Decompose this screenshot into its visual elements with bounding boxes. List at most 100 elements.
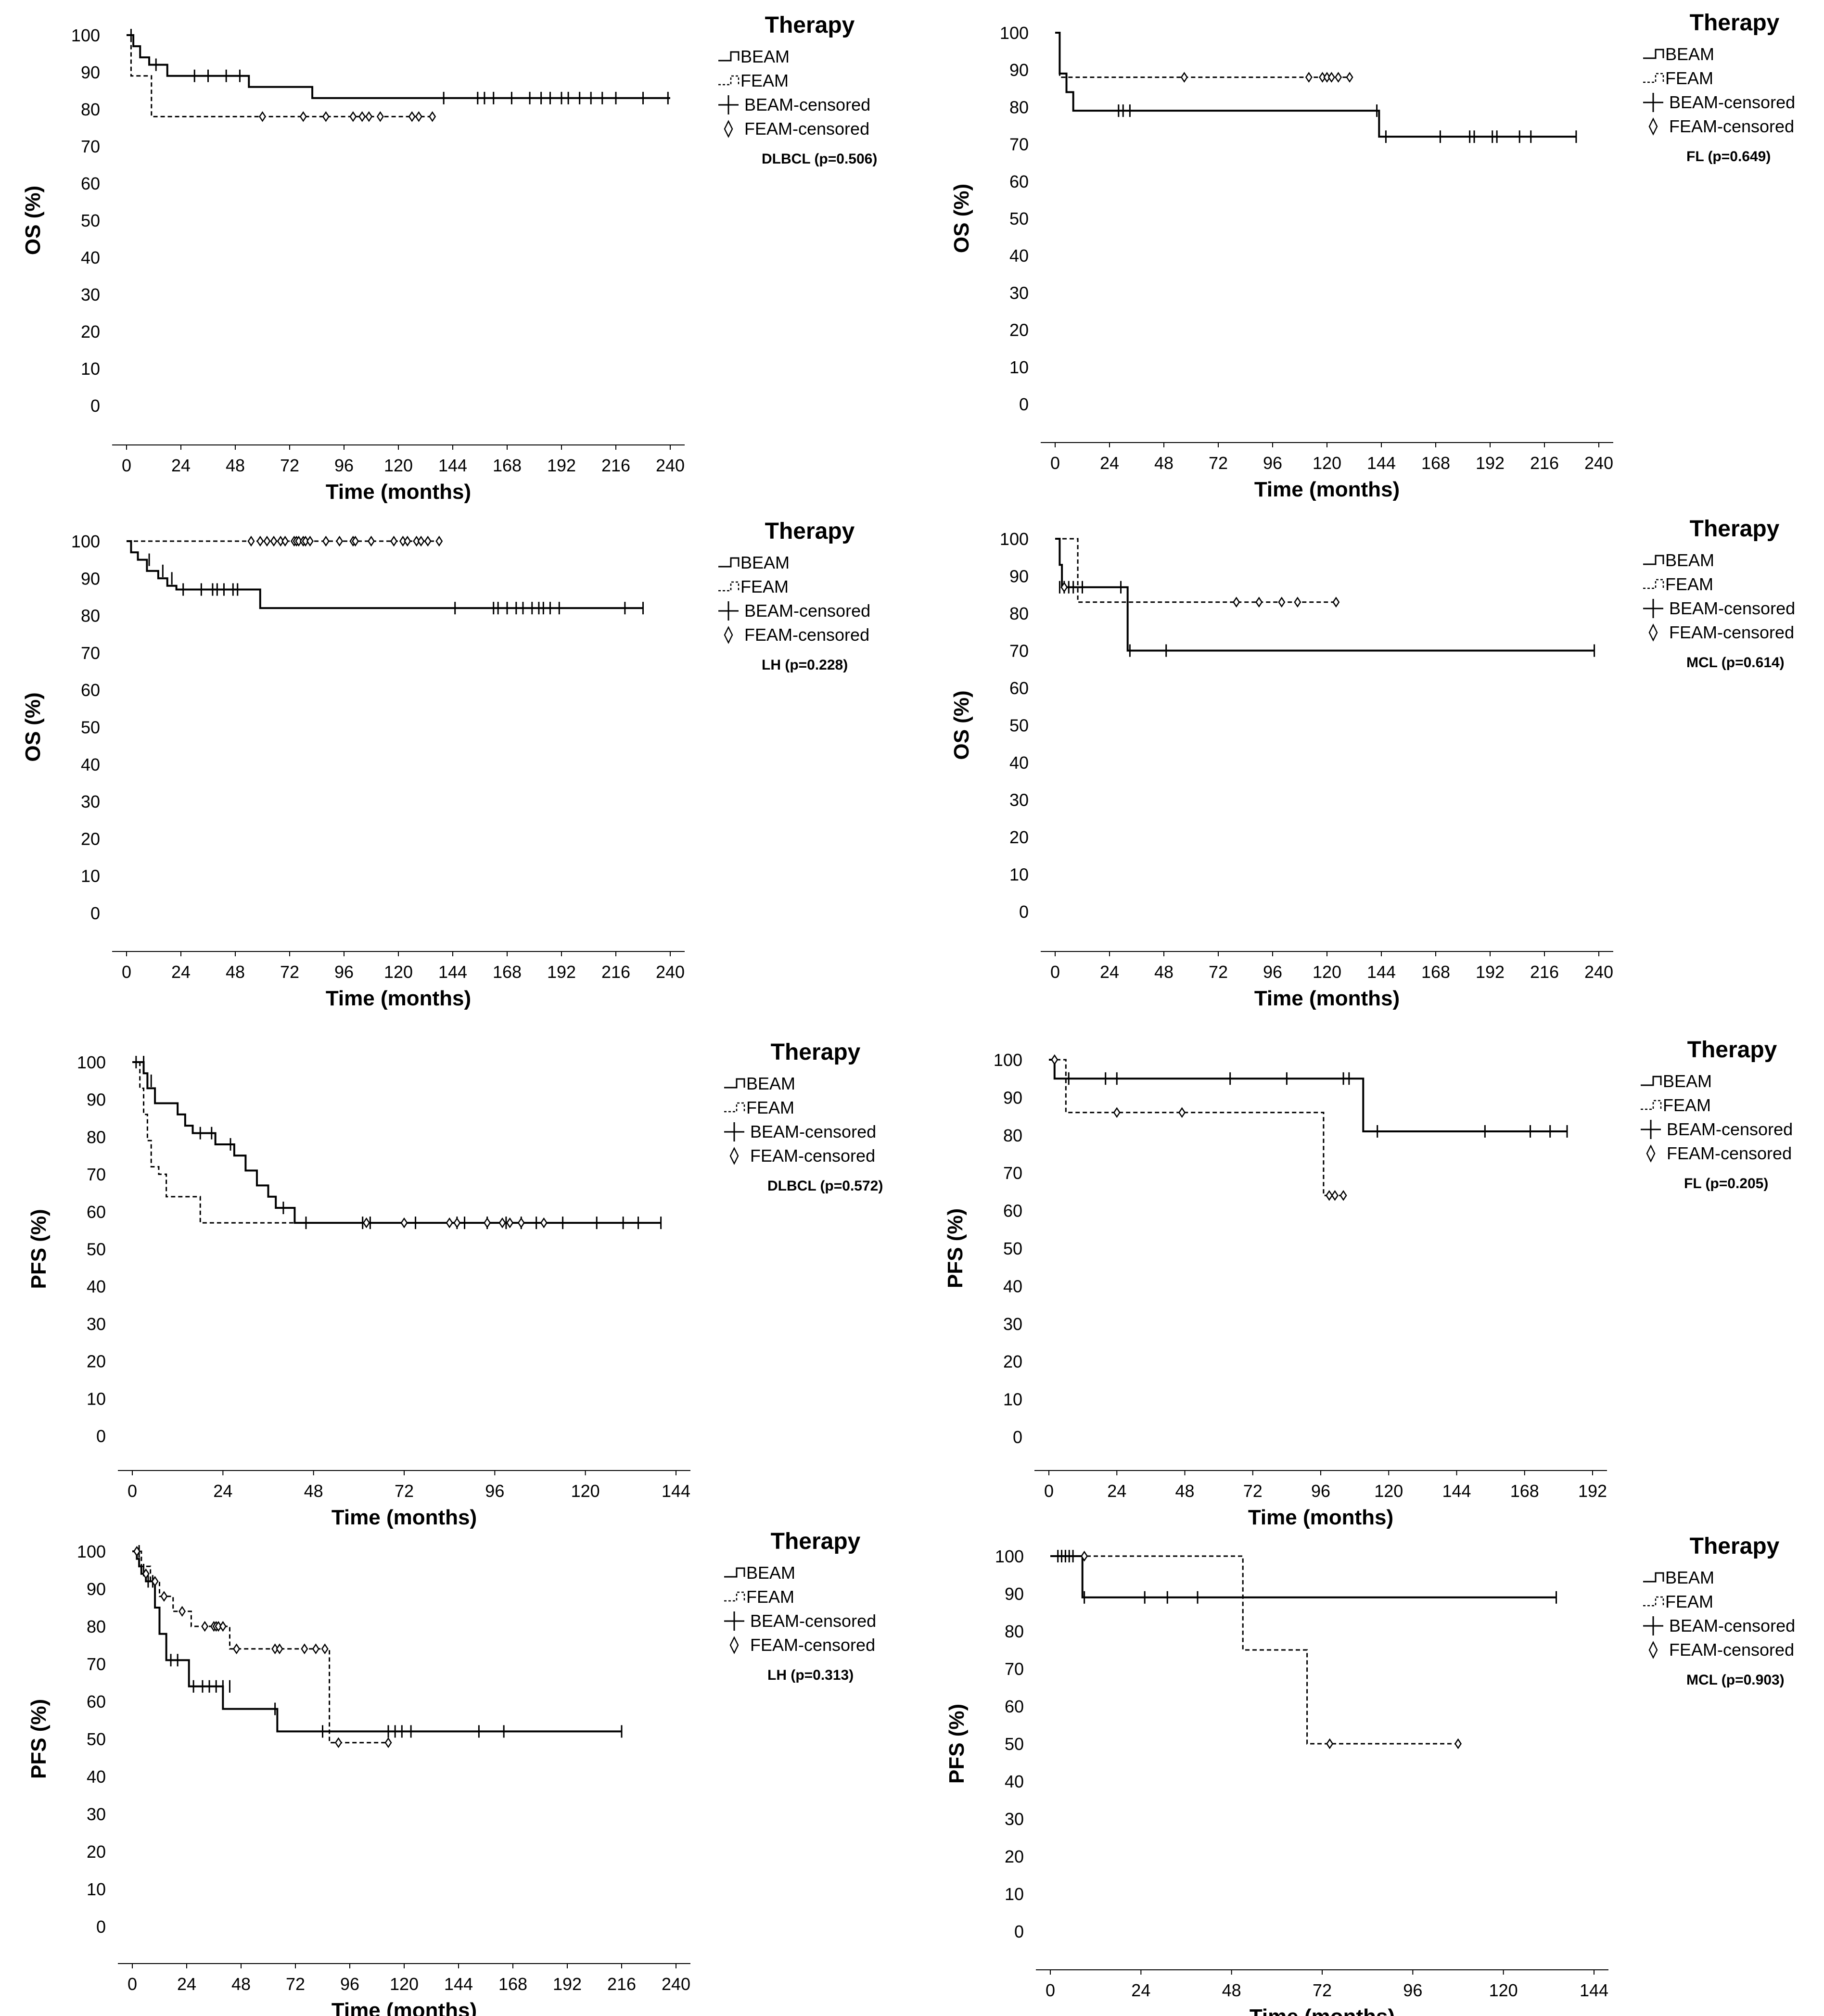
feam-censor-mark (435, 535, 443, 547)
feam-censor-mark (322, 111, 330, 122)
legend-item-label: FEAM (1663, 1095, 1711, 1115)
legend-beam-swatch (1643, 555, 1664, 565)
x-axis-title: Time (months) (1250, 2005, 1395, 2016)
beam-survival-curve (127, 34, 670, 99)
x-axis-title: Time (months) (1254, 478, 1400, 501)
x-tick-label: 168 (1510, 1481, 1539, 1501)
legend-item-label: FEAM (1665, 574, 1713, 594)
y-tick-label: 30 (1005, 1809, 1024, 1829)
x-axis-title: Time (months) (1248, 1506, 1393, 1529)
subtype-pvalue-annotation: FL (p=0.205) (1684, 1176, 1768, 1192)
feam-censor-mark (179, 1606, 186, 1617)
x-axis-title: Time (months) (326, 480, 471, 504)
subtype-pvalue-annotation: MCL (p=0.614) (1686, 655, 1785, 671)
x-tick-label: 48 (1154, 453, 1173, 473)
feam-censor-mark (1454, 1738, 1462, 1750)
feam-censor-mark (133, 1546, 140, 1557)
x-tick-label: 0 (122, 962, 131, 982)
y-tick-label: 20 (1009, 827, 1029, 847)
subtype-pvalue-annotation: DLBCL (p=0.506) (762, 151, 877, 167)
y-tick-label: 10 (1003, 1390, 1022, 1409)
legend-item-label: BEAM (746, 1074, 795, 1093)
x-tick-label: 216 (1530, 962, 1559, 982)
feam-censor-mark (540, 1217, 548, 1229)
y-tick-label: 100 (77, 1542, 106, 1561)
y-tick-label: 90 (1009, 60, 1029, 80)
legend-title: Therapy (771, 1529, 861, 1554)
legend-item-label: FEAM-censored (750, 1146, 875, 1166)
feam-censor-mark (367, 535, 375, 547)
y-tick-label: 0 (90, 396, 100, 416)
legend-feam-censored-swatch (1648, 623, 1658, 642)
legend-beam-swatch (724, 1567, 745, 1578)
y-axis-title: PFS (%) (945, 1704, 969, 1784)
y-tick-label: 100 (71, 532, 100, 551)
feam-censor-mark (312, 1643, 319, 1655)
y-tick-label: 60 (87, 1692, 106, 1712)
panel-os-fl: 0 10 20 30 40 50 60 70 80 90 100 0 24 48 72 96 120 144 168… (950, 10, 1795, 501)
legend-item-label: BEAM (740, 47, 790, 66)
y-tick-label: 40 (1009, 246, 1029, 266)
x-tick-label: 120 (384, 456, 413, 475)
legend-item-label: BEAM (746, 1563, 795, 1583)
x-tick-label: 216 (601, 962, 630, 982)
feam-censor-mark (201, 1621, 209, 1632)
y-axis-title: PFS (%) (27, 1699, 51, 1779)
legend-beam-swatch (1641, 1076, 1662, 1086)
feam-censor-mark (306, 535, 314, 547)
feam-censor-mark (321, 1643, 329, 1655)
y-tick-label: 90 (1009, 567, 1029, 586)
x-tick-label: 144 (1367, 453, 1396, 473)
x-tick-label: 144 (438, 456, 467, 475)
x-tick-label: 216 (601, 456, 630, 475)
feam-censor-mark (1051, 1054, 1059, 1065)
feam-censor-mark (365, 111, 373, 122)
y-tick-label: 60 (1003, 1201, 1022, 1221)
legend-beam-censored-swatch (724, 1122, 744, 1141)
y-tick-label: 50 (87, 1729, 106, 1749)
x-tick-label: 240 (656, 962, 685, 982)
y-tick-label: 30 (1003, 1314, 1022, 1334)
legend-item-label: BEAM-censored (744, 95, 870, 114)
x-tick-label: 192 (1476, 453, 1505, 473)
y-tick-label: 0 (90, 903, 100, 923)
legend-title: Therapy (771, 1040, 861, 1065)
y-tick-label: 90 (87, 1579, 106, 1599)
feam-censor-mark (270, 535, 278, 547)
x-tick-label: 144 (1580, 1980, 1608, 2000)
y-tick-label: 40 (81, 755, 100, 774)
x-tick-label: 48 (1175, 1481, 1194, 1501)
x-tick-label: 96 (1311, 1481, 1330, 1501)
x-tick-label: 144 (1367, 962, 1396, 982)
x-tick-label: 240 (1584, 962, 1613, 982)
feam-censor-mark (1346, 72, 1353, 83)
x-axis-title: Time (months) (332, 1506, 477, 1529)
feam-censor-mark (1294, 596, 1301, 608)
x-tick-label: 144 (444, 1974, 473, 1994)
x-tick-label: 72 (1209, 453, 1228, 473)
x-tick-label: 192 (547, 456, 576, 475)
y-tick-label: 70 (1003, 1163, 1022, 1183)
y-tick-label: 60 (1009, 678, 1029, 698)
feam-censor-mark (1180, 72, 1188, 83)
y-tick-label: 0 (1019, 394, 1029, 414)
panel-pfs-fl: 0 10 20 30 40 50 60 70 80 90 100 0 24 48 72 96 120 144 168… (944, 1037, 1793, 1529)
y-tick-label: 30 (81, 792, 100, 811)
x-tick-label: 24 (1131, 1980, 1150, 2000)
feam-censor-mark (349, 111, 357, 122)
x-tick-label: 216 (1530, 453, 1559, 473)
x-tick-label: 192 (553, 1974, 582, 1994)
feam-censor-mark (400, 1217, 408, 1229)
legend-item-label: FEAM (740, 71, 789, 90)
y-tick-label: 80 (1003, 1126, 1022, 1145)
y-tick-label: 30 (87, 1804, 106, 1824)
feam-survival-curve (1050, 1555, 1458, 1745)
y-tick-label: 90 (87, 1090, 106, 1110)
beam-survival-curve (1055, 538, 1594, 652)
legend-item-label: BEAM-censored (744, 601, 870, 621)
x-tick-label: 0 (128, 1974, 137, 1994)
feam-censor-mark (417, 535, 425, 547)
x-tick-label: 24 (1100, 453, 1119, 473)
x-axis-title: Time (months) (1254, 987, 1400, 1010)
